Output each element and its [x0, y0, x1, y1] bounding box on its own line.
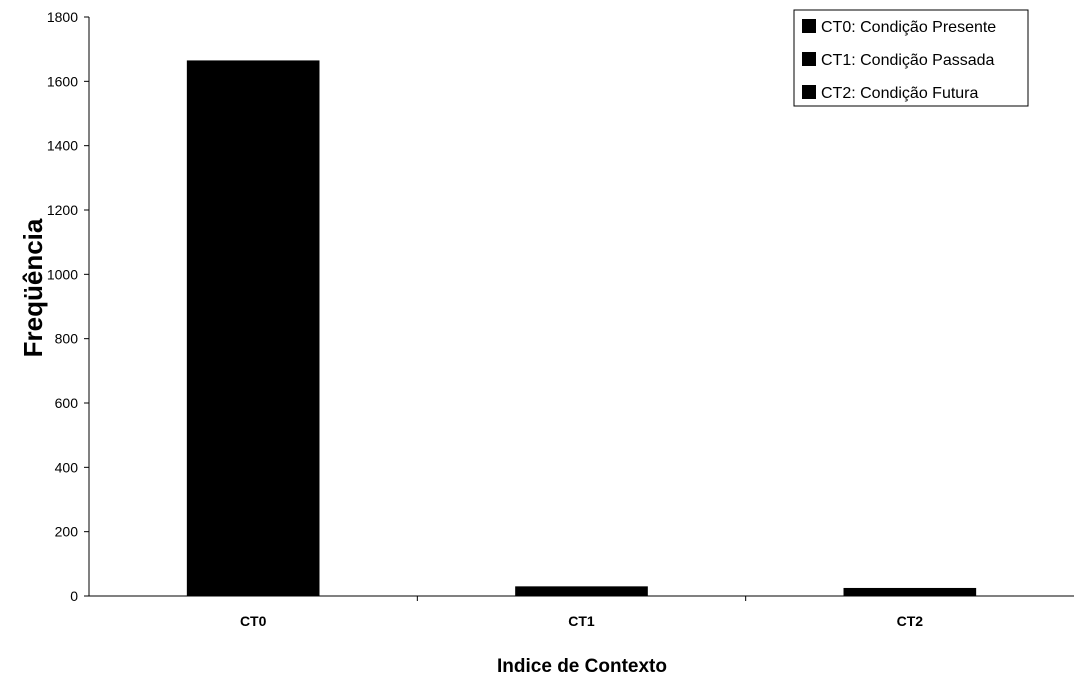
- bar-ct0: [186, 60, 320, 597]
- legend-swatch-ct0: [802, 19, 816, 33]
- x-tick-label: CT2: [897, 613, 924, 629]
- x-tick-label: CT1: [568, 613, 595, 629]
- legend-swatch-ct1: [802, 52, 816, 66]
- y-tick-label: 200: [55, 524, 79, 540]
- legend: CT0: Condição Presente CT1: Condição Pas…: [793, 9, 1029, 107]
- legend-entry-ct1: CT1: Condição Passada: [821, 52, 995, 69]
- y-axis-title: Freqüência: [18, 218, 48, 357]
- y-tick-label: 600: [55, 395, 79, 411]
- x-axis-title: Indice de Contexto: [497, 656, 667, 677]
- legend-entry-ct2: CT2: Condição Futura: [821, 85, 979, 102]
- y-tick-label: 1600: [47, 73, 78, 89]
- x-axis: [89, 595, 1074, 601]
- y-tick-label: 1000: [47, 266, 78, 282]
- x-tick-label: CT0: [240, 613, 267, 629]
- bar-ct1: [515, 586, 648, 596]
- bars: [186, 60, 977, 597]
- y-tick-label: 800: [55, 331, 79, 347]
- legend-box: [793, 9, 1029, 107]
- legend-swatch-ct2: [802, 85, 816, 99]
- y-tick-label: 1800: [47, 9, 78, 25]
- y-tick-label: 1400: [47, 138, 78, 154]
- y-tick-label: 1200: [47, 202, 78, 218]
- category-labels: CT0 CT1 CT2: [240, 613, 923, 629]
- bar-ct2: [843, 587, 977, 596]
- y-tick-label: 0: [70, 588, 78, 604]
- legend-entry-ct0: CT0: Condição Presente: [821, 19, 996, 36]
- y-tick-label: 400: [55, 459, 79, 475]
- y-axis: 0 200 400 600 800 1000 1200 1400 1600 1800: [47, 9, 90, 604]
